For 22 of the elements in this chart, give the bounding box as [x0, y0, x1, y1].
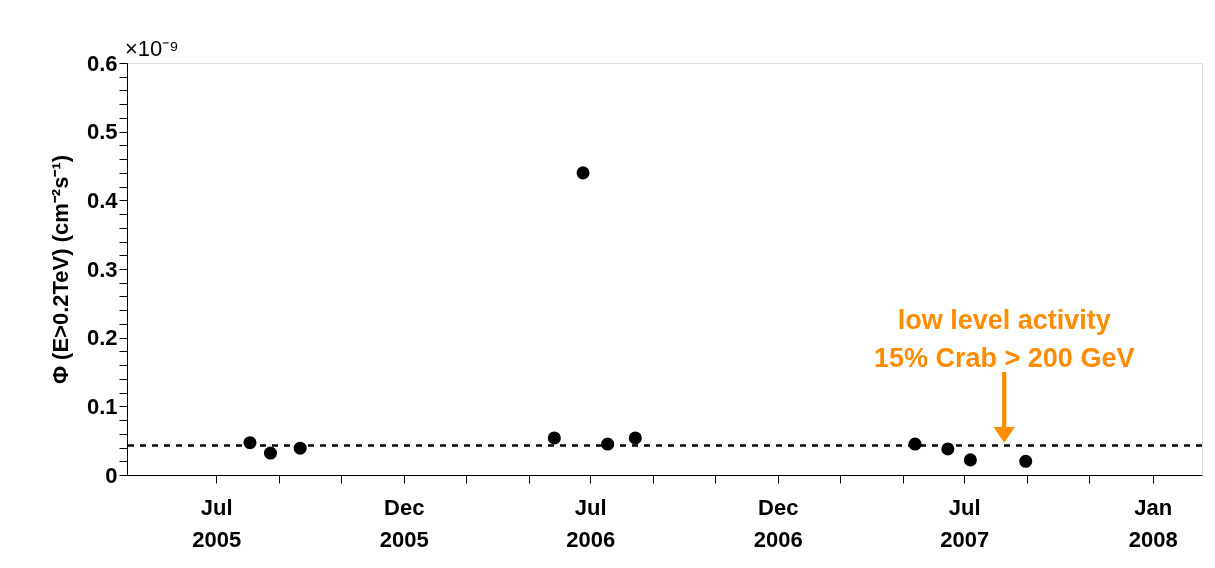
annotation: low level activity 15% Crab > 200 GeV [874, 305, 1135, 374]
x-tick-label: Jul 2006 [566, 494, 616, 552]
x-tick-label: Jul 2005 [192, 494, 242, 552]
text: ×10⁻⁹ [125, 36, 179, 61]
y-tick-label: 0.1 [86, 393, 118, 419]
y-tick-label: 0.3 [86, 256, 118, 282]
y-tick-label: 0.5 [86, 119, 118, 145]
x-tick-label: Jul 2007 [940, 494, 990, 552]
y-tick-label: 0.6 [86, 50, 118, 76]
point [547, 431, 561, 445]
x-tick-label: Dec 2005 [379, 494, 429, 552]
x-tick-label: Jan 2008 [1128, 494, 1178, 552]
y-axis-title: Φ (E>0.2TeV) (cm⁻²s⁻¹) [47, 154, 73, 385]
point [263, 446, 277, 460]
y-tick-label: 0.2 [86, 325, 118, 351]
point [576, 166, 590, 180]
point [1019, 454, 1033, 468]
point [628, 431, 642, 445]
y-tick-label: 0 [105, 462, 118, 488]
point [963, 453, 977, 467]
x-tick-label: Dec 2006 [753, 494, 803, 552]
y-tick-label: 0.4 [86, 187, 119, 213]
